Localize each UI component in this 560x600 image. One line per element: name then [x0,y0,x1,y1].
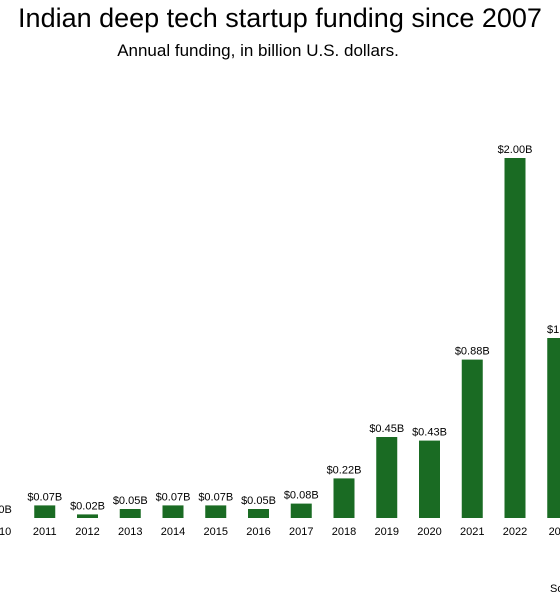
data-label-2022: $2.00B [498,144,533,156]
data-label-2017: $0.08B [284,490,319,502]
bar-2021 [461,359,483,518]
bar-2017 [290,503,312,518]
data-label-2014: $0.07B [156,491,191,503]
data-label-2020: $0.43B [412,427,447,439]
x-tick-label-2021: 2021 [460,526,484,538]
x-tick-label-2014: 2014 [161,526,185,538]
x-tick-label-2019: 2019 [375,526,399,538]
data-label-2018: $0.22B [327,464,362,476]
bar-2022 [504,158,526,518]
data-label-2023: $1.0 [547,324,560,336]
bar-2019 [376,437,398,518]
data-label-2011: $0.07B [27,491,62,503]
x-tick-label-2018: 2018 [332,526,356,538]
data-label-2021: $0.88B [455,346,490,358]
bar-2011 [34,505,56,518]
bar-2015 [205,505,227,518]
x-tick-label-2017: 2017 [289,526,313,538]
data-label-2016: $0.05B [241,495,276,507]
x-tick-label-2023: 202 [549,526,560,538]
source-note: So [550,583,560,595]
data-label-2015: $0.07B [198,491,233,503]
bar-2012 [77,514,98,518]
bar-2013 [119,509,141,518]
x-tick-label-2010: 010 [0,526,11,538]
chart-subtitle: Annual funding, in billion U.S. dollars. [117,41,399,60]
x-tick-label-2012: 2012 [75,526,99,538]
data-label-2012: $0.02B [70,500,105,512]
x-tick-label-2011: 2011 [33,526,57,538]
data-label-2019: $0.45B [369,423,404,435]
bar-2014 [162,505,184,518]
x-tick-label-2015: 2015 [204,526,228,538]
x-tick-label-2022: 2022 [503,526,527,538]
x-tick-label-2016: 2016 [246,526,270,538]
bar-2016 [248,509,269,518]
bar-2020 [419,440,440,518]
chart-title: Indian deep tech startup funding since 2… [18,3,542,33]
x-tick-label-2020: 2020 [417,526,441,538]
data-label-2013: $0.05B [113,495,148,507]
bar-2018 [333,478,355,518]
bar-2023 [547,338,560,518]
x-tick-label-2013: 2013 [118,526,142,538]
data-label-2010: 00B [0,504,12,516]
